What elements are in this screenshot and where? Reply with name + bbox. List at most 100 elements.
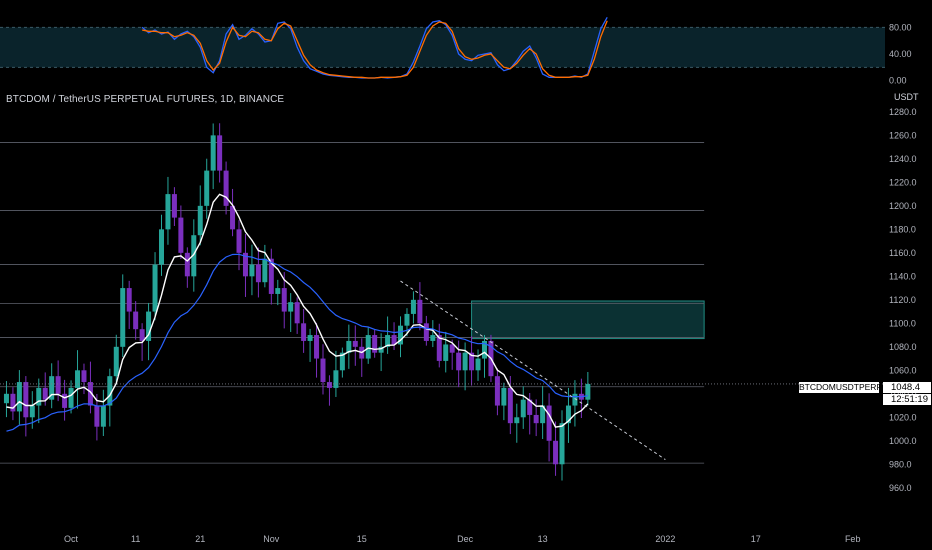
candle-body: [223, 170, 229, 206]
candle-body: [565, 405, 571, 424]
candle-body: [281, 288, 287, 312]
candle-body: [527, 399, 533, 415]
candle-body: [75, 370, 81, 388]
price-tick-label: 1020.0: [889, 412, 917, 422]
candle-body: [158, 229, 164, 265]
stochastic-rsi-pane: [0, 16, 885, 79]
candle-body: [533, 414, 539, 424]
price-tick-label: 1240.0: [889, 154, 917, 164]
candle-body: [346, 340, 352, 353]
chart-title: BTCDOM / TetherUS PERPETUAL FUTURES, 1D,…: [6, 94, 285, 105]
candle-body: [68, 387, 74, 408]
candle-body: [184, 252, 190, 277]
candle-body: [417, 299, 423, 324]
candle-body: [443, 344, 449, 361]
time-tick-label: Nov: [263, 534, 280, 544]
candle-body: [494, 376, 500, 406]
time-tick-label: Feb: [845, 534, 861, 544]
candle-body: [255, 264, 261, 283]
candle-body: [553, 440, 559, 465]
candle-body: [107, 376, 113, 406]
candle-body: [210, 135, 216, 171]
candle-body: [49, 376, 55, 400]
candle-body: [372, 335, 378, 353]
stoch-d-line: [141, 20, 608, 79]
price-tick-label: 1040.0: [889, 389, 917, 399]
candle-body: [398, 325, 404, 345]
candle-body: [262, 258, 268, 283]
candle-body: [249, 264, 255, 277]
last-price-label: 1048.4: [883, 382, 931, 393]
candle-body: [126, 288, 132, 312]
stoch-tick-label: 40.00: [889, 49, 912, 59]
candle-body: [307, 335, 313, 341]
price-tick-label: 1220.0: [889, 177, 917, 187]
currency-unit: USDT: [894, 92, 919, 102]
candle-body: [540, 405, 546, 424]
candle-body: [385, 335, 391, 347]
price-axis: 80.00 40.00 0.00 1280.0 1260.0 1240.0 1220.0 12…: [889, 22, 917, 492]
time-tick-label: Oct: [64, 534, 79, 544]
time-tick-label: Dec: [457, 534, 474, 544]
candle-body: [352, 340, 358, 347]
price-tick-label: 960.0: [889, 483, 912, 493]
candle-body: [165, 194, 171, 230]
candle-body: [230, 205, 236, 230]
candle-body: [514, 417, 520, 424]
price-tick-label: 1280.0: [889, 107, 917, 117]
candle-body: [217, 135, 223, 171]
candle-body: [191, 235, 197, 277]
candle-body: [171, 194, 177, 218]
candle-body: [462, 352, 468, 371]
price-tick-label: 1080.0: [889, 342, 917, 352]
candle-body: [204, 170, 210, 206]
candle-body: [94, 405, 100, 427]
time-tick-label: 13: [538, 534, 548, 544]
candle-body: [456, 352, 462, 371]
candle-body: [423, 323, 429, 341]
stoch-tick-label: 80.00: [889, 22, 912, 32]
candle-body: [475, 358, 481, 371]
candle-body: [120, 288, 126, 347]
price-tick-label: 1060.0: [889, 365, 917, 375]
candle-body: [301, 323, 307, 341]
candle-body: [42, 387, 48, 400]
candle-body: [481, 340, 487, 359]
candle-body: [133, 311, 139, 330]
candle-body: [3, 393, 9, 404]
supply-zone: [471, 300, 705, 340]
price-tick-label: 1200.0: [889, 201, 917, 211]
candle-body: [572, 393, 578, 406]
time-tick-label: 17: [751, 534, 761, 544]
candle-body: [236, 229, 242, 253]
candle-body: [391, 335, 397, 345]
candle-body: [326, 382, 332, 388]
candle-body: [546, 405, 552, 441]
ema-fast-line: [6, 193, 589, 428]
candle-body: [242, 252, 248, 277]
candle-body: [62, 393, 68, 408]
candle-body: [333, 370, 339, 388]
candle-body: [501, 387, 507, 406]
candle-body: [320, 358, 326, 383]
candle-body: [275, 288, 281, 294]
candle-body: [197, 205, 203, 236]
candle-body: [365, 335, 371, 359]
stoch-tick-label: 0.00: [889, 76, 907, 86]
price-pane: [0, 123, 885, 481]
time-tick-label: 11: [131, 534, 140, 544]
candle-body: [36, 387, 42, 406]
candle-body: [29, 405, 35, 418]
candle-body: [410, 299, 416, 314]
candle-body: [268, 258, 274, 294]
ema-slow-line: [6, 253, 588, 432]
candle-body: [55, 376, 61, 394]
candle-body: [559, 423, 565, 465]
stoch-band: [0, 27, 885, 68]
candle-body: [87, 382, 93, 406]
price-tick-label: 1140.0: [889, 271, 916, 281]
candle-body: [23, 382, 29, 418]
candle-body: [10, 393, 16, 412]
candle-body: [430, 335, 436, 341]
